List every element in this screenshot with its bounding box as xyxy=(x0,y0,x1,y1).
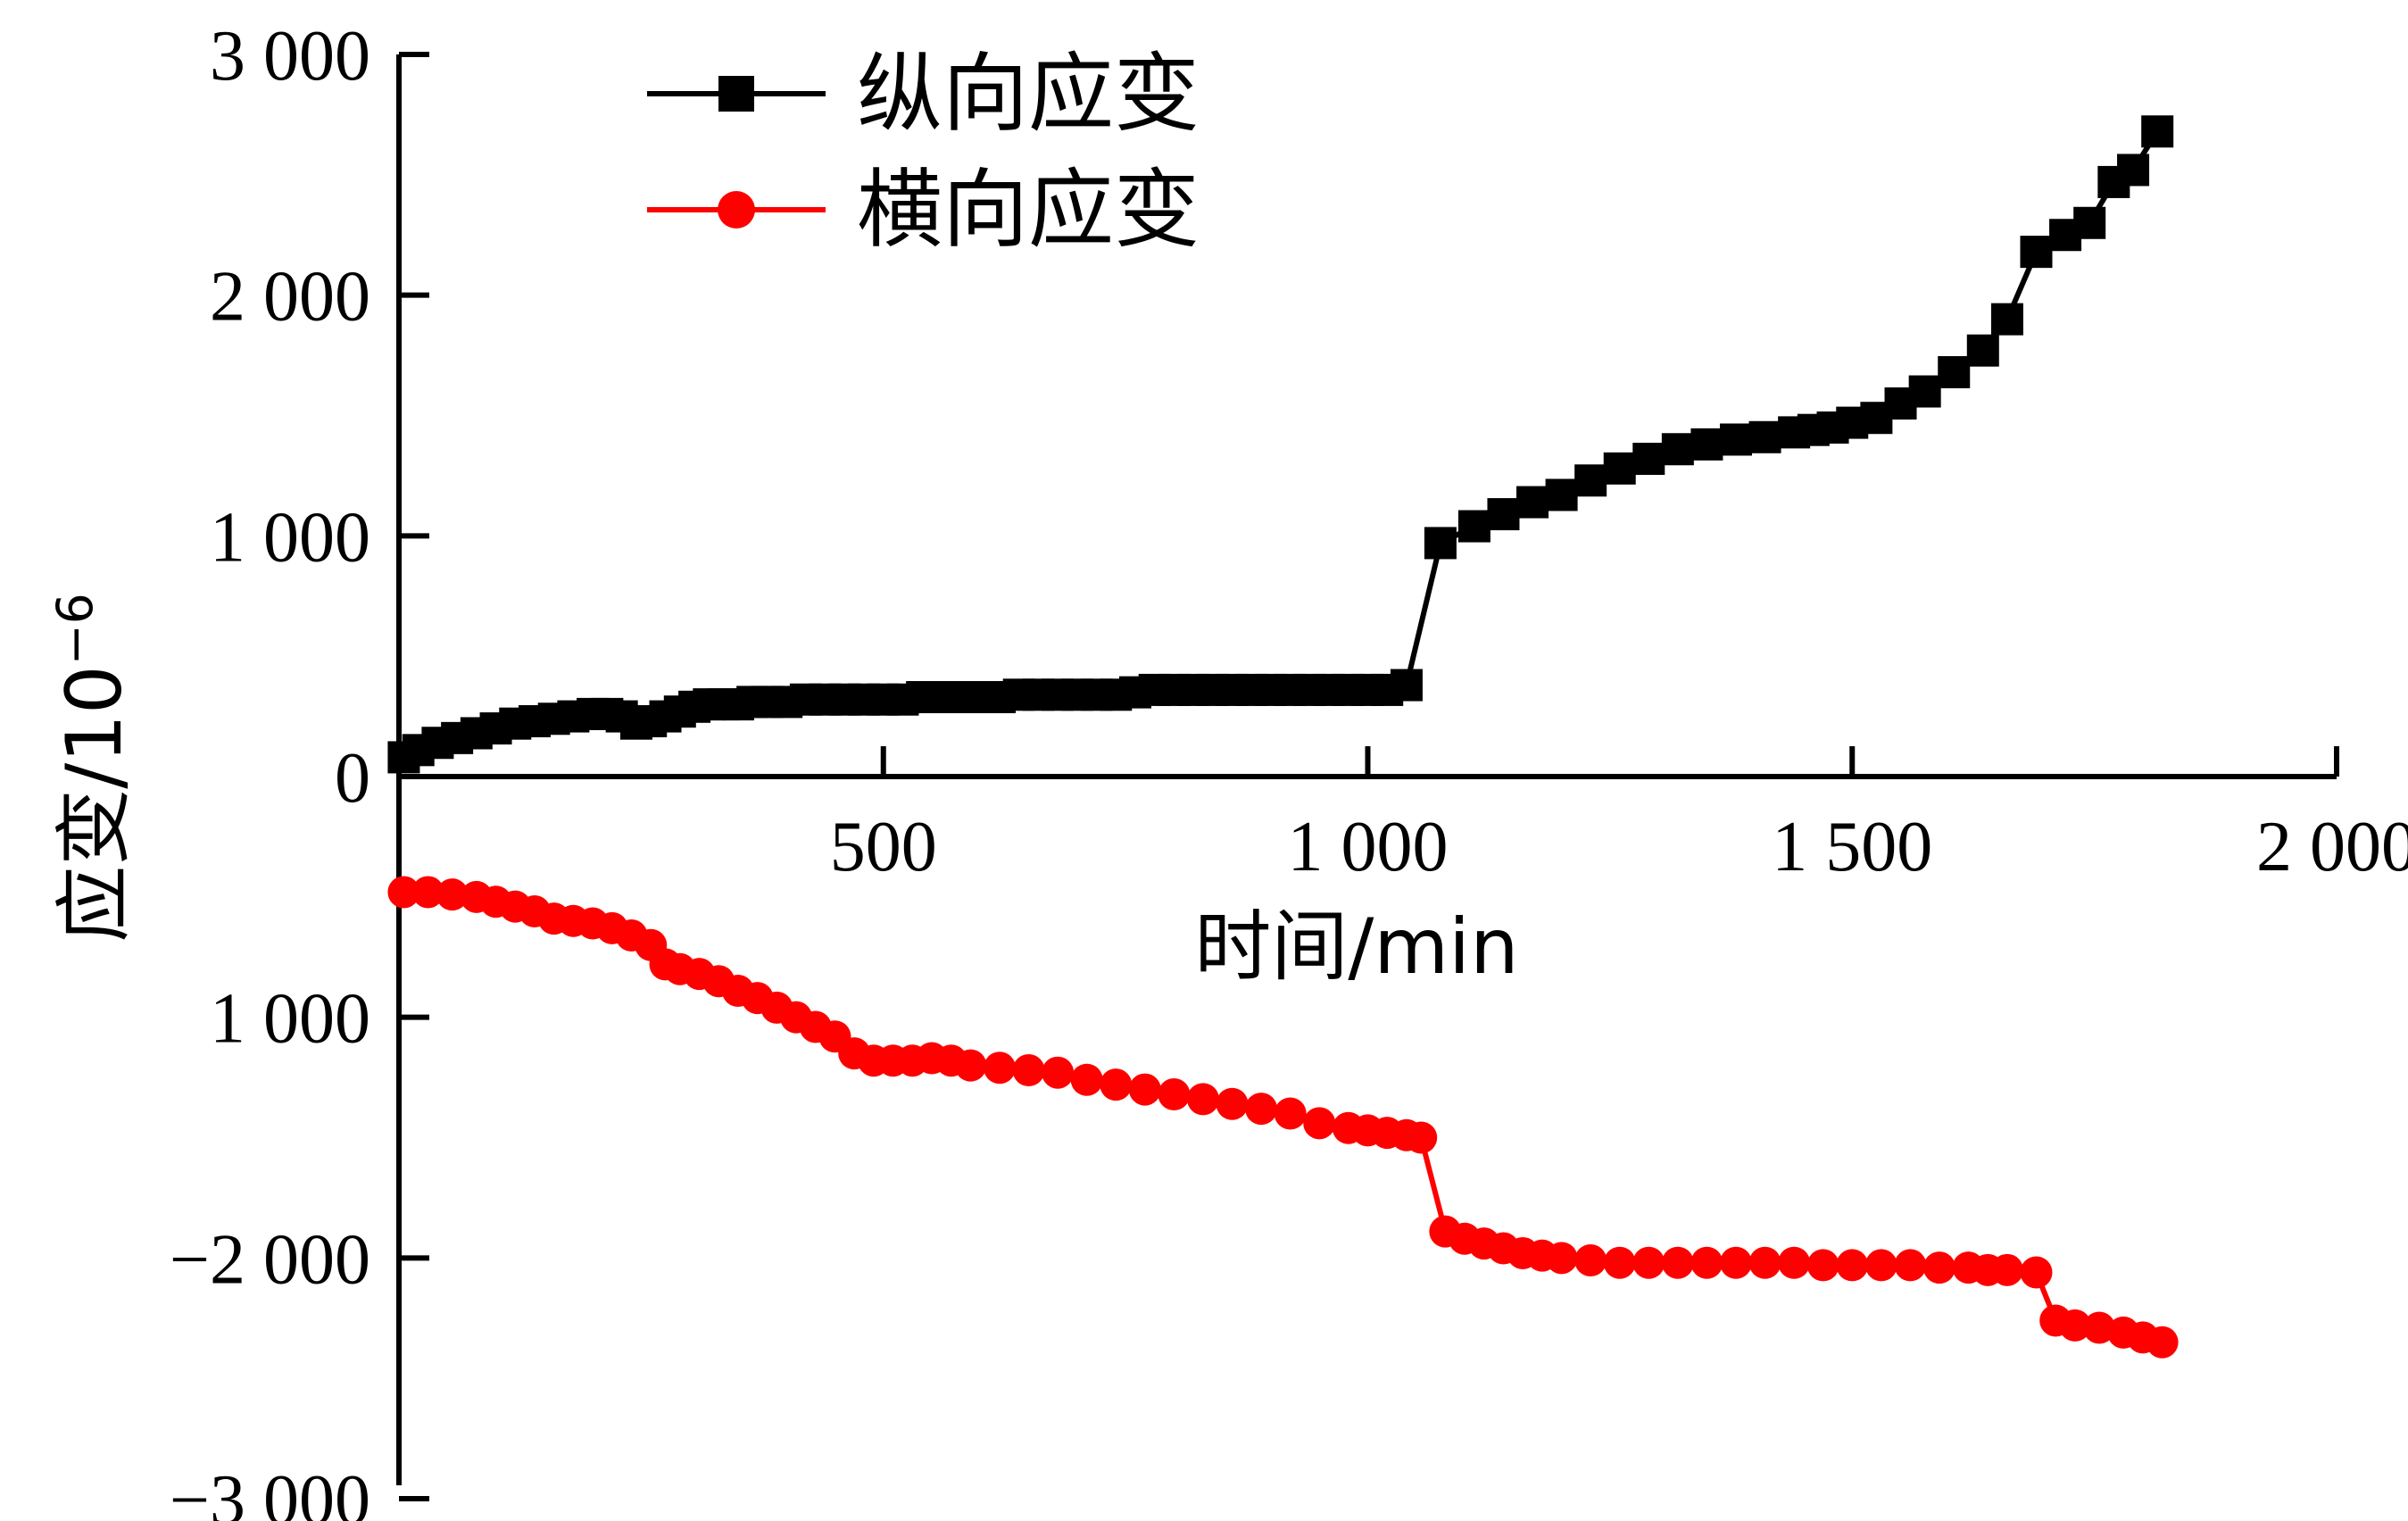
data-point xyxy=(1545,478,1578,511)
data-point xyxy=(2020,236,2053,269)
ticks: 3 000 2 000 1 000 0 1 000 −2 000 −3 000 500 1 00… xyxy=(170,17,2408,1521)
data-point xyxy=(1012,1053,1045,1086)
data-point xyxy=(1128,1073,1161,1106)
data-point xyxy=(2141,115,2174,148)
legend-marker-longitudinal xyxy=(718,76,754,112)
x-tick-label: 1 000 xyxy=(1288,808,1449,886)
legend-label-transverse: 横向应变 xyxy=(857,160,1200,260)
data-point xyxy=(2073,206,2106,239)
data-point xyxy=(1574,464,1607,497)
y-tick-label: −3 000 xyxy=(170,1461,370,1521)
data-point xyxy=(1070,1063,1103,1096)
data-point xyxy=(1632,1246,1665,1279)
y-tick-label: 1 000 xyxy=(210,980,370,1059)
legend-label-longitudinal: 纵向应变 xyxy=(857,44,1200,144)
data-point xyxy=(1836,1249,1869,1282)
data-point xyxy=(1405,1121,1438,1154)
x-axis-title: 时间/min xyxy=(1194,902,1518,992)
data-point xyxy=(1603,452,1636,485)
y-axis-title: 应变/10−6 xyxy=(46,593,139,942)
y-tick-label: −2 000 xyxy=(170,1220,370,1299)
y-tick-label: 3 000 xyxy=(210,17,370,96)
series-layer xyxy=(387,115,2179,1359)
data-point xyxy=(2117,154,2150,187)
series-longitudinal xyxy=(387,115,2174,774)
data-point xyxy=(1748,420,1781,453)
data-point xyxy=(1274,1097,1307,1130)
data-point xyxy=(1690,1246,1723,1279)
data-point xyxy=(1303,1107,1336,1140)
data-point xyxy=(1245,1093,1278,1126)
data-point xyxy=(2146,1326,2179,1359)
x-tick-label: 2 000 xyxy=(2256,808,2408,886)
data-point xyxy=(954,1049,987,1082)
x-tick-label: 500 xyxy=(830,808,937,886)
data-point xyxy=(1632,443,1665,476)
data-point xyxy=(1457,510,1490,543)
data-point xyxy=(1661,433,1694,466)
data-point xyxy=(1516,486,1549,519)
data-point xyxy=(1100,1068,1133,1101)
data-point xyxy=(1806,1249,1839,1282)
y-tick-label: 0 xyxy=(335,739,370,818)
data-point xyxy=(1487,498,1520,531)
data-point xyxy=(1158,1077,1191,1110)
data-point xyxy=(1990,1253,2023,1286)
data-point xyxy=(1778,1246,1811,1279)
data-point xyxy=(1894,1249,1927,1282)
data-point xyxy=(387,876,420,909)
series-transverse xyxy=(387,876,2179,1359)
data-point xyxy=(1990,303,2023,336)
data-point xyxy=(1661,1246,1694,1279)
data-point xyxy=(1938,355,1971,388)
data-point xyxy=(1574,1244,1607,1277)
data-point xyxy=(1216,1087,1249,1120)
data-point xyxy=(1690,428,1723,461)
y-axis-title-text: 应变/10 xyxy=(50,665,139,942)
data-point xyxy=(984,1051,1017,1085)
data-point xyxy=(1186,1083,1219,1116)
data-point xyxy=(1922,1251,1955,1284)
data-point xyxy=(2083,1311,2116,1344)
data-point xyxy=(1545,1242,1578,1275)
data-point xyxy=(2058,1309,2091,1342)
series-line xyxy=(403,129,2160,760)
x-tick-label: 1 500 xyxy=(1772,808,1932,886)
data-point xyxy=(1719,1246,1752,1279)
data-point xyxy=(1864,1249,1897,1282)
data-point xyxy=(2020,1256,2053,1289)
data-point xyxy=(1719,423,1752,456)
legend-marker-transverse xyxy=(718,191,755,229)
data-point xyxy=(1748,1246,1781,1279)
legend: 纵向应变 横向应变 xyxy=(647,44,1200,260)
data-point xyxy=(1603,1246,1636,1279)
y-axis-title-exponent: −6 xyxy=(46,593,104,665)
data-point xyxy=(1424,527,1457,560)
y-tick-label: 2 000 xyxy=(210,258,370,337)
y-tick-label: 1 000 xyxy=(210,498,370,577)
data-point xyxy=(411,876,444,909)
data-point xyxy=(436,878,469,911)
data-point xyxy=(1908,375,1941,408)
data-point xyxy=(1042,1056,1075,1089)
data-point xyxy=(1966,334,1999,367)
data-point xyxy=(1390,669,1423,702)
